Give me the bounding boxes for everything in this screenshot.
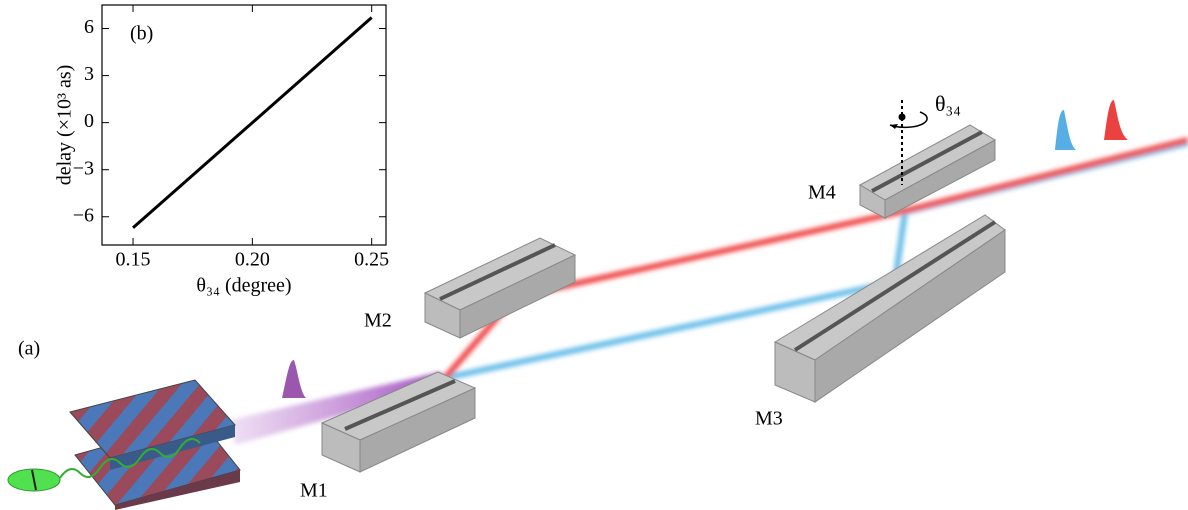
angle-label: θ₃₄ — [935, 91, 961, 116]
mirror — [775, 215, 1005, 402]
y-tick-label: 0 — [84, 110, 94, 132]
mirror-label: M4 — [808, 182, 836, 204]
undulator — [8, 380, 240, 510]
pulse — [1055, 110, 1076, 150]
x-tick-label: 0.25 — [354, 249, 389, 271]
x-tick-label: 0.20 — [235, 249, 270, 271]
panel-label: (a) — [18, 338, 40, 360]
mirror-label: M2 — [364, 310, 392, 332]
mirror-label: M1 — [300, 480, 328, 502]
x-axis-label: θ₃₄ (degree) — [196, 275, 291, 297]
x-tick-label: 0.15 — [116, 249, 151, 271]
y-tick-label: 3 — [84, 63, 94, 85]
y-tick-label: −6 — [73, 204, 94, 226]
y-tick-label: 6 — [84, 16, 94, 38]
mirror-label: M3 — [755, 408, 783, 430]
chart-panel-label: (b) — [130, 23, 153, 45]
figure: (a) M1 M2 M3 M4 θ₃₄ (b) θ₃₄ (degree) del… — [0, 0, 1188, 510]
pulse — [282, 360, 306, 398]
pulse — [1104, 100, 1128, 140]
y-tick-label: −3 — [73, 157, 94, 179]
mirror — [425, 238, 575, 338]
